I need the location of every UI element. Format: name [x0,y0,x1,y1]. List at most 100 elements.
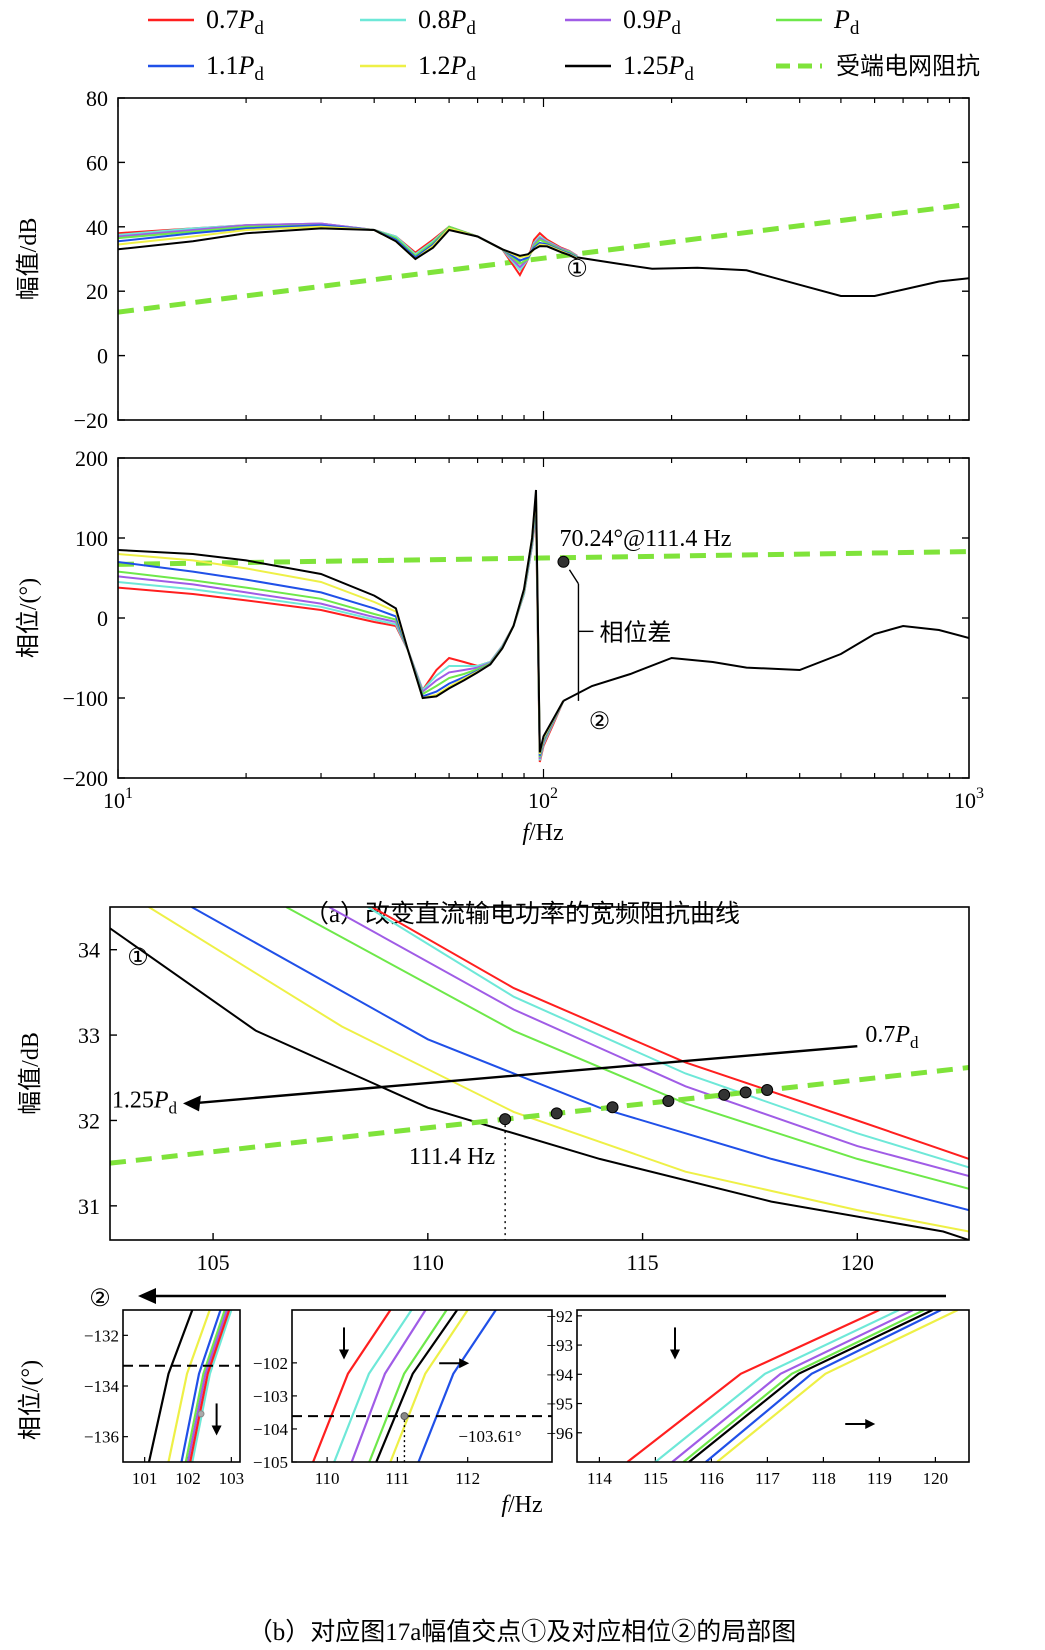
grid-impedance-line [118,201,969,315]
intersection-point [197,1410,205,1418]
panel-a-phase: 200 100 0 −100 −200 相位/(°) 101 102 103 f/Hz 70.24°… [15,446,984,846]
caption-b: （b）对应图17a幅值交点①及对应相位②的局部图 [248,1618,797,1646]
phase-diff-bracket [568,569,580,585]
series-line-07pd [312,1310,392,1462]
axes-frame [576,1309,970,1463]
legend-label: Pd [833,5,860,39]
intersection-point [662,1094,675,1107]
trend-arrowhead [865,1419,876,1429]
series-line-07pd [118,513,565,763]
x-axis-label: f/Hz [501,1492,542,1518]
y-tick-label: −94 [546,1365,573,1384]
series-line-125pd [688,1310,934,1462]
x-tick-label: 112 [455,1469,480,1488]
series-line-pd [682,1310,925,1462]
marker-1: ① [127,945,149,971]
trend-arrowhead [670,1349,680,1360]
x-tick-label: 117 [755,1469,780,1488]
x-tick-label: 102 [528,785,558,813]
x-tick-label: 116 [699,1469,724,1488]
start-label: 0.7Pd [865,1022,919,1052]
plot-area [312,1310,497,1462]
plot-area [626,1310,959,1462]
x-tick-label: 101 [103,785,133,813]
y-tick-label: −102 [253,1354,288,1373]
y-tick-label: −95 [546,1395,573,1414]
series-line-12pd [389,1310,469,1462]
y-tick-label: 33 [78,1023,100,1048]
axes-frame [291,1309,553,1463]
series-line-125pd [375,1310,459,1462]
series-line-11pd [118,497,565,756]
legend-label: 0.7Pd [206,5,264,39]
reference-label: −103.61° [458,1427,521,1446]
grid-impedance-line [118,549,969,567]
series-line-pd [285,907,969,1190]
series-line-11pd [417,1310,497,1462]
plot-area [147,1310,233,1462]
series-line-08pd [333,1310,413,1462]
end-label: 1.25Pd [112,1087,178,1117]
series-line-11pd [705,1310,942,1462]
y-tick-label: −136 [84,1428,119,1447]
series-line-pd [118,501,565,758]
y-axis-label: 幅值/dB [15,218,42,301]
trend-arrowhead [183,1095,202,1112]
intersection-point [400,1412,409,1421]
y-tick-label: −105 [253,1453,288,1472]
legend: 0.7Pd 0.8Pd 0.9Pd Pd 1.1Pd 1.2Pd 1.25Pd 受端电网阻抗 [148,5,980,85]
y-tick-label: −132 [84,1326,119,1345]
y-axis-label: 幅值/dB [17,1032,44,1115]
series-line-11pd [180,1310,222,1462]
series-line-09pd [118,505,565,760]
series-line-pd [184,1310,226,1462]
plot-area [118,201,969,315]
intersection-point [557,555,570,568]
panel-b-phase: −132 −134 −136 101 102 103 −102 −103 −104 −105 110… [17,1286,970,1518]
marker-2: ② [589,709,611,735]
x-tick-label: 110 [315,1469,340,1488]
marker-1: ① [566,257,588,283]
panel-a-magnitude: 80 60 40 20 0 −20 幅值/dB ① [15,86,970,433]
x-tick-label: 101 [132,1469,158,1488]
y-tick-label: −20 [74,408,108,433]
y-tick-label: 20 [86,279,108,304]
legend-label: 1.2Pd [418,51,476,85]
freq-label: 111.4 Hz [409,1144,495,1170]
series-line-125pd [118,489,565,753]
trend-arrowhead [211,1425,222,1436]
x-tick-label: 111 [385,1469,409,1488]
phase-diff-label: 相位差 [599,619,671,646]
x-tick-label: 103 [219,1469,245,1488]
trend-arrowhead [459,1358,470,1369]
legend-label: 受端电网阻抗 [836,53,980,80]
x-tick-label: 115 [643,1469,668,1488]
intersection-point [739,1086,752,1099]
y-tick-label: −100 [63,686,108,711]
y-tick-label: 40 [86,215,108,240]
x-axis-label: f/Hz [522,820,563,846]
legend-label: 0.9Pd [623,5,681,39]
x-tick-label: 103 [954,785,984,813]
x-tick-label: 120 [923,1469,949,1488]
series-line-125pd [147,1310,194,1462]
axes-frame [117,97,970,421]
y-tick-label: 200 [75,446,108,471]
y-tick-label: −96 [546,1424,573,1443]
y-axis-label: 相位/(°) [17,1360,44,1440]
intersection-point [499,1113,512,1126]
x-tick-label: 120 [841,1250,874,1275]
series-line-08pd [654,1310,900,1462]
series-line-pd [368,1310,448,1462]
x-tick-label: 118 [811,1469,836,1488]
trend-arrowhead [339,1349,349,1360]
series-line-09pd [186,1310,229,1462]
series-line-125pd [118,227,578,261]
y-tick-label: 34 [78,938,100,963]
scan-arrowhead [138,1288,156,1304]
y-tick-label: −200 [63,766,108,791]
series-line-12pd [148,907,969,1233]
x-tick-label: 119 [867,1469,892,1488]
y-tick-label: 80 [86,86,108,111]
legend-label: 1.25Pd [623,51,694,85]
